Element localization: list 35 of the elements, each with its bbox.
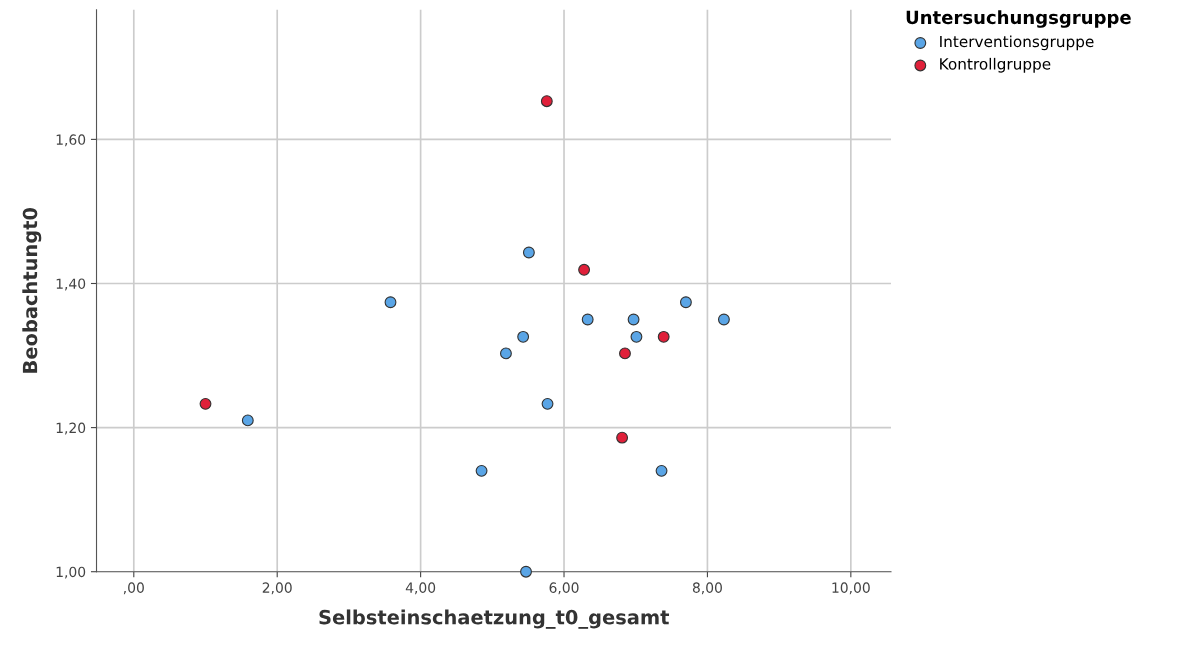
y-axis-title: Beobachtungt0 xyxy=(22,207,42,373)
point xyxy=(616,431,629,444)
x-tick-label: 2,00 xyxy=(262,582,292,595)
point xyxy=(679,296,692,309)
point xyxy=(541,397,554,410)
point xyxy=(475,464,488,477)
point xyxy=(655,464,668,477)
point xyxy=(581,313,594,326)
point xyxy=(619,347,631,360)
point xyxy=(717,313,730,326)
point xyxy=(578,263,591,276)
point xyxy=(241,414,254,427)
legend-label: Interventionsgruppe xyxy=(940,35,1094,51)
point xyxy=(540,95,553,108)
x-tick-label: ,00 xyxy=(123,582,144,595)
y-tick-label: 1,20 xyxy=(56,422,86,435)
y-tick-label: 1,00 xyxy=(56,566,86,579)
legend-title: Untersuchungsgruppe xyxy=(906,10,1131,28)
point xyxy=(630,330,643,343)
x-tick-label: 6,00 xyxy=(549,582,579,595)
x-tick-label: 4,00 xyxy=(405,582,436,595)
point xyxy=(657,330,670,343)
x-axis-title: Selbsteinschaetzung_t0_gesamt xyxy=(319,609,670,629)
point xyxy=(522,246,535,259)
legend-label: Kontrollgruppe xyxy=(940,57,1051,73)
point xyxy=(199,397,212,410)
point xyxy=(500,347,512,360)
point xyxy=(520,565,532,578)
point xyxy=(517,330,530,343)
point xyxy=(384,296,397,309)
y-tick-label: 1,60 xyxy=(56,134,86,147)
y-tick-label: 1,40 xyxy=(56,278,86,291)
x-tick-label: 8,00 xyxy=(692,582,722,595)
point xyxy=(627,313,640,326)
x-tick-label: 10,00 xyxy=(832,582,870,595)
